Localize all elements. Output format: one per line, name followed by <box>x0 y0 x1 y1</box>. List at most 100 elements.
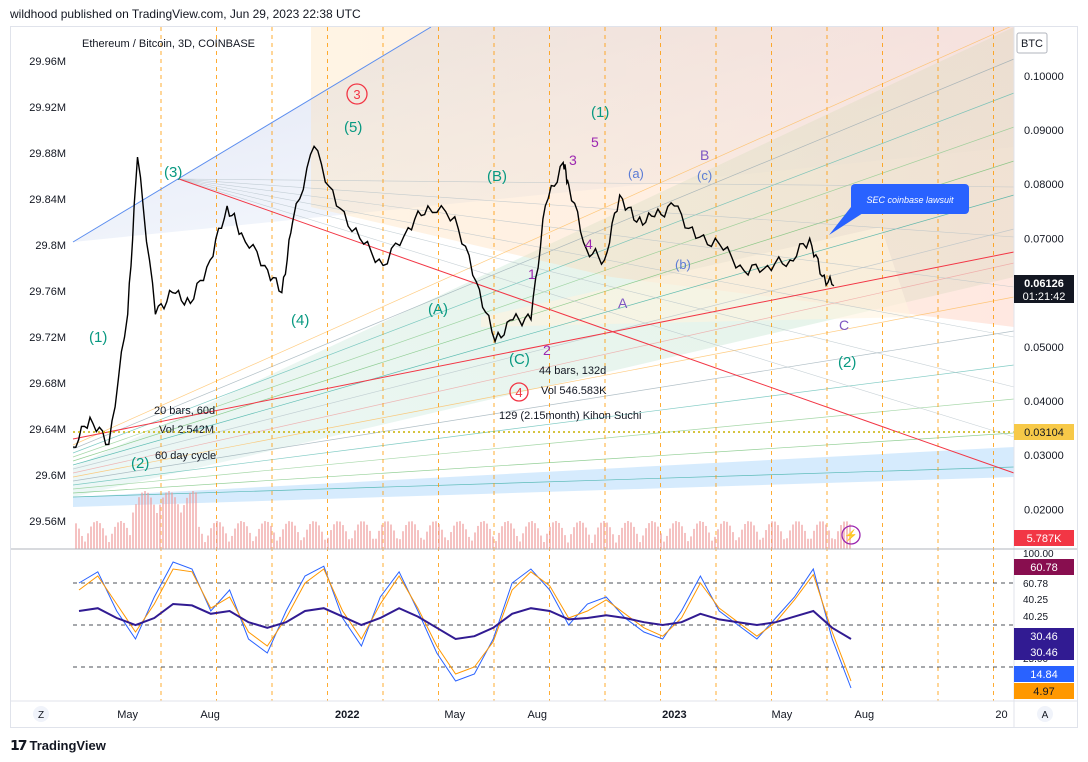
volume-bar <box>429 525 431 549</box>
volume-bar <box>630 522 632 549</box>
volume-bar <box>546 533 548 549</box>
volume-bar <box>549 526 551 549</box>
lightning-icon[interactable]: ⚡ <box>841 525 861 545</box>
volume-bar <box>315 521 317 549</box>
uptrend-line[interactable] <box>72 251 1015 440</box>
price-tick-label: 0.04000 <box>1024 396 1064 408</box>
wave-label-1: (1) <box>89 329 107 346</box>
stats-vol-1: Vol 2.542M <box>159 424 214 436</box>
volume-bar <box>807 538 809 549</box>
volume-bar <box>636 533 638 549</box>
level-badge: 0.03104 <box>1014 424 1074 440</box>
volume-bar <box>504 522 506 549</box>
chart-frame[interactable]: (1) (2) (3) (4) (5) (A) (B) (C) (1) (2) … <box>10 24 1078 728</box>
fan-upper-line[interactable] <box>72 26 432 243</box>
chart-canvas[interactable]: (1) (2) (3) (4) (5) (A) (B) (C) (1) (2) … <box>11 24 1077 727</box>
svg-text:⚡: ⚡ <box>844 529 858 542</box>
volume-bar <box>741 529 743 549</box>
volume-bar <box>138 497 140 549</box>
fan-line <box>72 228 1015 470</box>
volume-bar <box>516 536 518 549</box>
footer-brand: 𝟭𝟳 TradingView <box>10 737 106 754</box>
volume-bar <box>531 521 533 549</box>
volume-bar <box>684 532 686 549</box>
volume-bar <box>639 542 641 549</box>
volume-bar <box>609 527 611 549</box>
zoom-button[interactable]: Z <box>33 706 49 722</box>
sec-lawsuit-callout[interactable]: SEC coinbase lawsuit <box>829 184 969 235</box>
volume-bar <box>726 521 728 549</box>
fan-line <box>72 364 1015 486</box>
volume-bar <box>198 526 200 549</box>
osc-tick-label: 100.00 <box>1023 549 1054 560</box>
volume-bar <box>150 497 152 549</box>
volume-bar <box>687 541 689 549</box>
volume-tick-label: 29.96M <box>29 56 66 68</box>
volume-bar <box>606 522 608 549</box>
auto-scale-button[interactable]: A <box>1037 706 1053 722</box>
wave-label-5: (5) <box>344 119 362 136</box>
volume-bar <box>489 528 491 549</box>
volume-bar <box>714 536 716 549</box>
currency-button[interactable] <box>1016 32 1048 54</box>
volume-bar <box>267 521 269 549</box>
volume-bar <box>276 540 278 549</box>
stats-annotations: 20 bars, 60d Vol 2.542M 60 day cycle 44 … <box>154 365 641 462</box>
volume-value: 5.787K <box>1027 533 1063 545</box>
volume-bar <box>369 530 371 549</box>
volume-bar <box>117 522 119 549</box>
volume-bar <box>459 521 461 549</box>
volume-bar <box>291 521 293 549</box>
volume-bar <box>723 521 725 549</box>
volume-bar <box>333 524 335 549</box>
fan-line <box>72 398 1015 490</box>
fan-line <box>178 178 1015 238</box>
volume-bar <box>672 523 674 549</box>
volume-bar <box>498 532 500 549</box>
volume-bar <box>573 527 575 549</box>
volume-bar <box>561 527 563 549</box>
volume-bar <box>615 542 617 549</box>
stats-bars-1: 20 bars, 60d <box>154 405 215 417</box>
volume-bar <box>783 539 785 549</box>
auto-scale-label: A <box>1042 710 1049 721</box>
fan-line <box>72 24 1015 446</box>
volume-bar <box>738 537 740 549</box>
volume-bar <box>495 541 497 549</box>
price-line <box>72 144 835 449</box>
volume-tick-label: 29.84M <box>29 194 66 206</box>
volume-bar <box>567 542 569 549</box>
time-tick-label: Aug <box>200 709 220 721</box>
volume-bar <box>195 492 197 549</box>
volume-bar <box>696 523 698 549</box>
volume-bar <box>462 523 464 549</box>
volume-bar <box>321 531 323 549</box>
fan-line <box>178 178 1015 388</box>
volume-bar <box>744 524 746 549</box>
volume-bar <box>543 542 545 549</box>
volume-bar <box>762 537 764 549</box>
volume-bar <box>642 535 644 549</box>
volume-bar <box>456 521 458 549</box>
volume-bar <box>768 524 770 549</box>
osc-badge-k: 14.84 <box>1030 669 1058 681</box>
volume-bar <box>249 532 251 549</box>
last-price: 0.06126 <box>1024 278 1064 290</box>
volume-bar <box>210 528 212 549</box>
label-a: (a) <box>628 166 644 181</box>
volume-bar <box>774 521 776 549</box>
volume-bar <box>273 532 275 549</box>
downtrend-line[interactable] <box>178 178 1015 474</box>
volume-bar <box>420 537 422 549</box>
fan-lines <box>72 24 1015 498</box>
volume-bar <box>264 521 266 549</box>
volume-bar <box>324 539 326 549</box>
volume-bar <box>540 535 542 549</box>
volume-tick-label: 29.64M <box>29 424 66 436</box>
volume-bar <box>399 539 401 549</box>
volume-bar <box>828 530 830 549</box>
fan-line <box>72 296 1015 478</box>
volume-bar <box>648 523 650 549</box>
volume-bar <box>102 528 104 549</box>
price-tick-label: 0.10000 <box>1024 71 1064 83</box>
